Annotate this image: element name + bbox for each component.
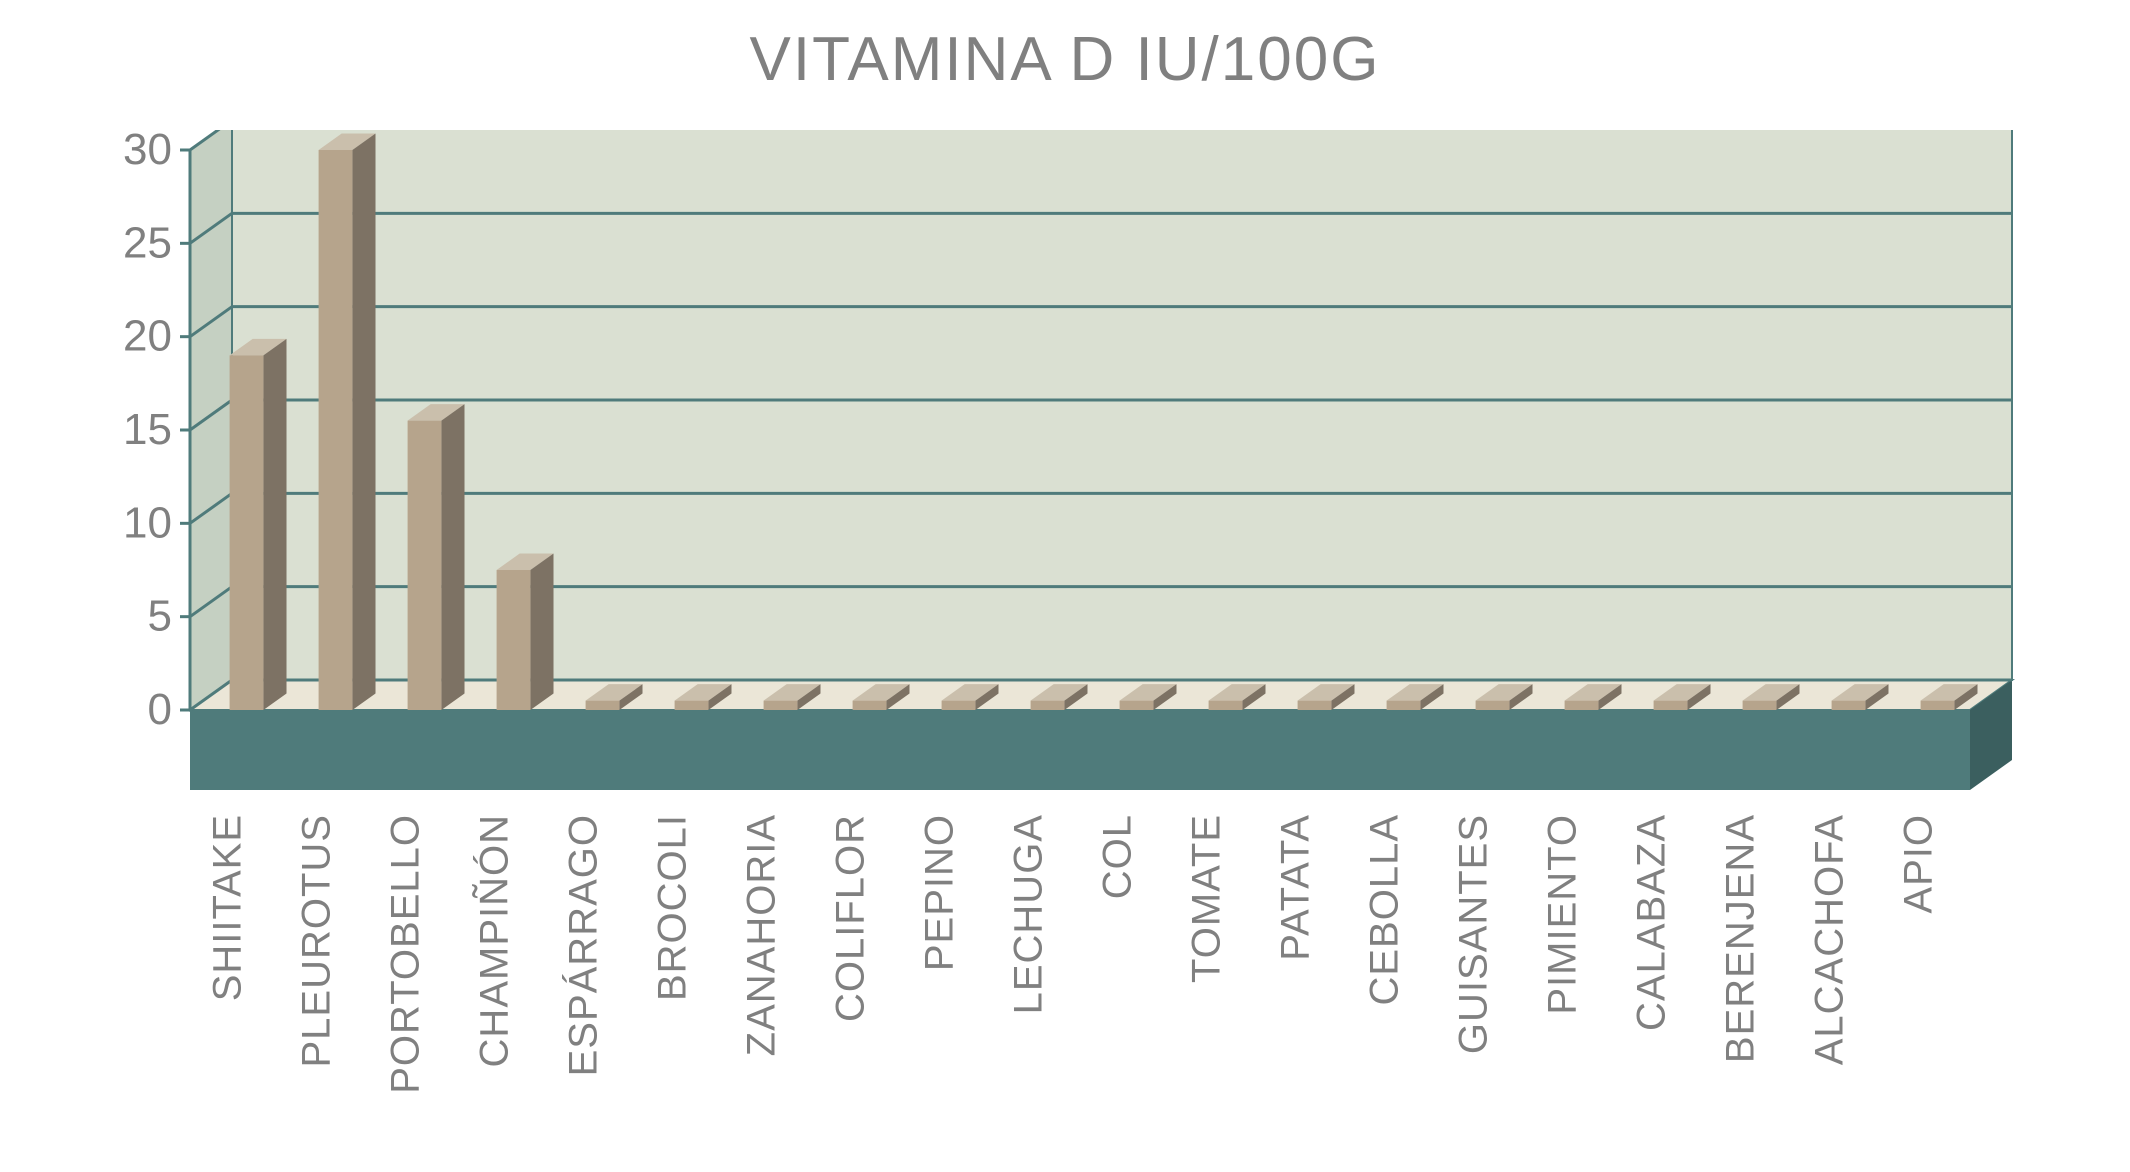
category-label: PATATA xyxy=(1274,814,1318,961)
y-tick-label: 25 xyxy=(123,218,172,267)
category-label: PEPINO xyxy=(918,814,962,971)
y-tick-label: 15 xyxy=(123,405,172,454)
category-label: PIMIENTO xyxy=(1541,814,1585,1015)
category-label: COLIFLOR xyxy=(829,814,873,1022)
y-tick-label: 5 xyxy=(148,592,172,641)
bar-chart-3d: 0 5 10 15 20 25 30 SHIITAKE PLEUROTUS PORTOBELLO C… xyxy=(120,130,2070,1130)
y-tick-label: 30 xyxy=(123,130,172,174)
y-tick-label: 10 xyxy=(123,498,172,547)
category-label: APIO xyxy=(1897,814,1941,914)
category-label: CEBOLLA xyxy=(1363,814,1407,1006)
chart-title: VITAMINA D IU/100G xyxy=(0,24,2130,95)
category-label: PLEUROTUS xyxy=(295,814,339,1068)
category-label: CHAMPIÑÓN xyxy=(472,814,517,1067)
category-label: BROCOLI xyxy=(651,814,695,1001)
category-label: PORTOBELLO xyxy=(384,814,428,1094)
category-label: LECHUGA xyxy=(1007,814,1051,1014)
category-label: SHIITAKE xyxy=(206,814,250,1001)
plot-area: 0 5 10 15 20 25 30 SHIITAKE PLEUROTUS PORTOBELLO C… xyxy=(120,130,2070,1130)
chart-container: VITAMINA D IU/100G 0 5 10 15 20 25 30 SHIITAKE P… xyxy=(0,0,2130,1172)
category-label: TOMATE xyxy=(1185,814,1229,983)
category-label: GUISANTES xyxy=(1452,814,1496,1054)
y-tick-label: 0 xyxy=(148,685,172,734)
category-label: COL xyxy=(1096,814,1140,899)
category-label: ALCACHOFA xyxy=(1808,814,1852,1065)
category-label: BERENJENA xyxy=(1719,814,1763,1063)
category-label: ESPÁRRAGO xyxy=(561,814,606,1076)
y-tick-label: 20 xyxy=(123,312,172,361)
category-label: ZANAHORIA xyxy=(740,814,784,1056)
category-label: CALABAZA xyxy=(1630,814,1674,1031)
